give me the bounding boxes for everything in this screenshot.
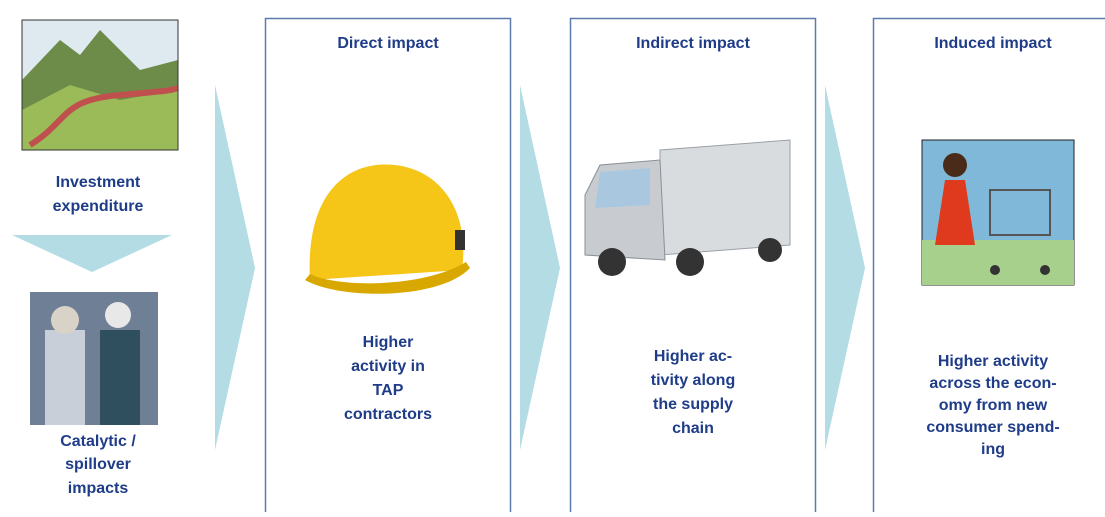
diagram: Investment expenditure Catalytic / spill… <box>0 0 1105 512</box>
stage-label: contractors <box>344 406 432 423</box>
stage-label: activity in <box>351 358 425 375</box>
arrow <box>825 85 865 450</box>
shopper-image <box>922 140 1074 285</box>
workers-photo <box>30 292 158 425</box>
stage-label: chain <box>672 420 714 437</box>
stage-label: the supply <box>653 396 733 413</box>
source-label: Investment <box>56 174 141 191</box>
helmet-image <box>305 164 470 293</box>
source-label: expenditure <box>53 198 144 215</box>
stage-label: across the econ- <box>929 375 1056 392</box>
stage-label: TAP <box>373 382 404 399</box>
stage-title: Direct impact <box>337 35 439 52</box>
catalytic-label: Catalytic / <box>60 433 136 450</box>
truck-image <box>585 140 790 276</box>
catalytic-label: spillover <box>65 456 131 473</box>
stage-title: Indirect impact <box>636 35 750 52</box>
stage-label: Higher <box>363 334 414 351</box>
page: {"source": {"label": ["Investment", "exp… <box>0 0 1105 512</box>
stage-label: Higher ac- <box>654 348 732 365</box>
stage-label: tivity along <box>651 372 735 389</box>
landscape-image <box>22 20 178 150</box>
arrow <box>215 85 255 450</box>
catalytic-label: impacts <box>68 480 129 497</box>
arrow-down <box>12 235 172 272</box>
stage-label: consumer spend- <box>926 419 1059 436</box>
stage-title: Induced impact <box>934 35 1052 52</box>
stage-label: omy from new <box>939 397 1048 414</box>
stage-label: Higher activity <box>938 353 1048 370</box>
stage-label: ing <box>981 441 1005 458</box>
arrow <box>520 85 560 450</box>
